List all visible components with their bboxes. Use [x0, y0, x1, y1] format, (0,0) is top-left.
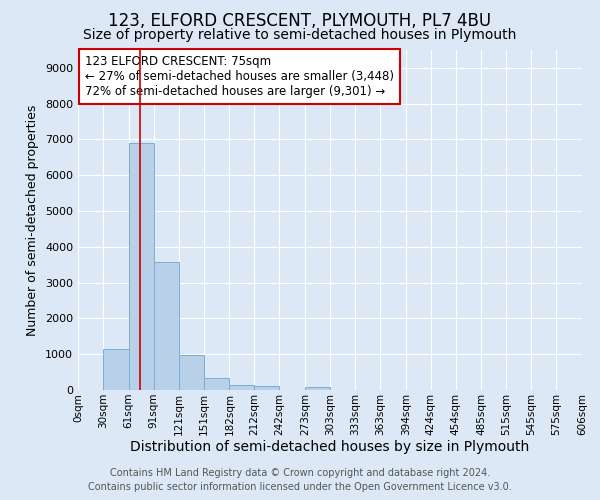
- Bar: [154, 262, 179, 390]
- Text: 123, ELFORD CRESCENT, PLYMOUTH, PL7 4BU: 123, ELFORD CRESCENT, PLYMOUTH, PL7 4BU: [109, 12, 491, 30]
- Text: Size of property relative to semi-detached houses in Plymouth: Size of property relative to semi-detach…: [83, 28, 517, 42]
- X-axis label: Distribution of semi-detached houses by size in Plymouth: Distribution of semi-detached houses by …: [130, 440, 530, 454]
- Text: 123 ELFORD CRESCENT: 75sqm
← 27% of semi-detached houses are smaller (3,448)
72%: 123 ELFORD CRESCENT: 75sqm ← 27% of semi…: [85, 56, 394, 98]
- Bar: [305, 387, 330, 390]
- Bar: [179, 356, 203, 390]
- Text: Contains HM Land Registry data © Crown copyright and database right 2024.: Contains HM Land Registry data © Crown c…: [110, 468, 490, 477]
- Bar: [229, 384, 254, 390]
- Bar: [203, 378, 229, 390]
- Text: Contains public sector information licensed under the Open Government Licence v3: Contains public sector information licen…: [88, 482, 512, 492]
- Bar: [254, 386, 279, 390]
- Bar: [103, 349, 129, 390]
- Bar: [129, 143, 154, 390]
- Y-axis label: Number of semi-detached properties: Number of semi-detached properties: [26, 104, 40, 336]
